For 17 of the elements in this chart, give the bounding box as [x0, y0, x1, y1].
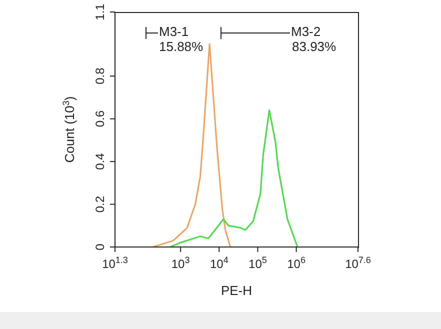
y-tick-label: 1.1 — [93, 3, 107, 20]
annotation: M3-2 — [291, 24, 321, 39]
x-tick-label: 10$^{1.3}$ — [102, 255, 128, 271]
x-tick-label: 10$^{6}$ — [287, 255, 306, 271]
x-axis-title: PE-H — [220, 283, 252, 298]
annotation: 83.93% — [292, 39, 336, 54]
y-tick-label: 0.8 — [93, 67, 107, 84]
y-tick-label: 0.6 — [93, 110, 107, 128]
x-tick-label: 10$^{5}$ — [248, 255, 267, 271]
y-tick-label: 0 — [93, 243, 107, 250]
annotation: 15.88% — [159, 39, 204, 54]
annotation: M3-1 — [159, 24, 189, 39]
y-tick-label: 0.4 — [93, 152, 107, 170]
x-tick-label: 10$^{4}$ — [210, 255, 228, 271]
x-tick-label: 10$^{7.6}$ — [345, 255, 371, 271]
x-tick-label: 10$^{3}$ — [171, 255, 190, 271]
y-tick-label: 0.2 — [93, 196, 107, 213]
